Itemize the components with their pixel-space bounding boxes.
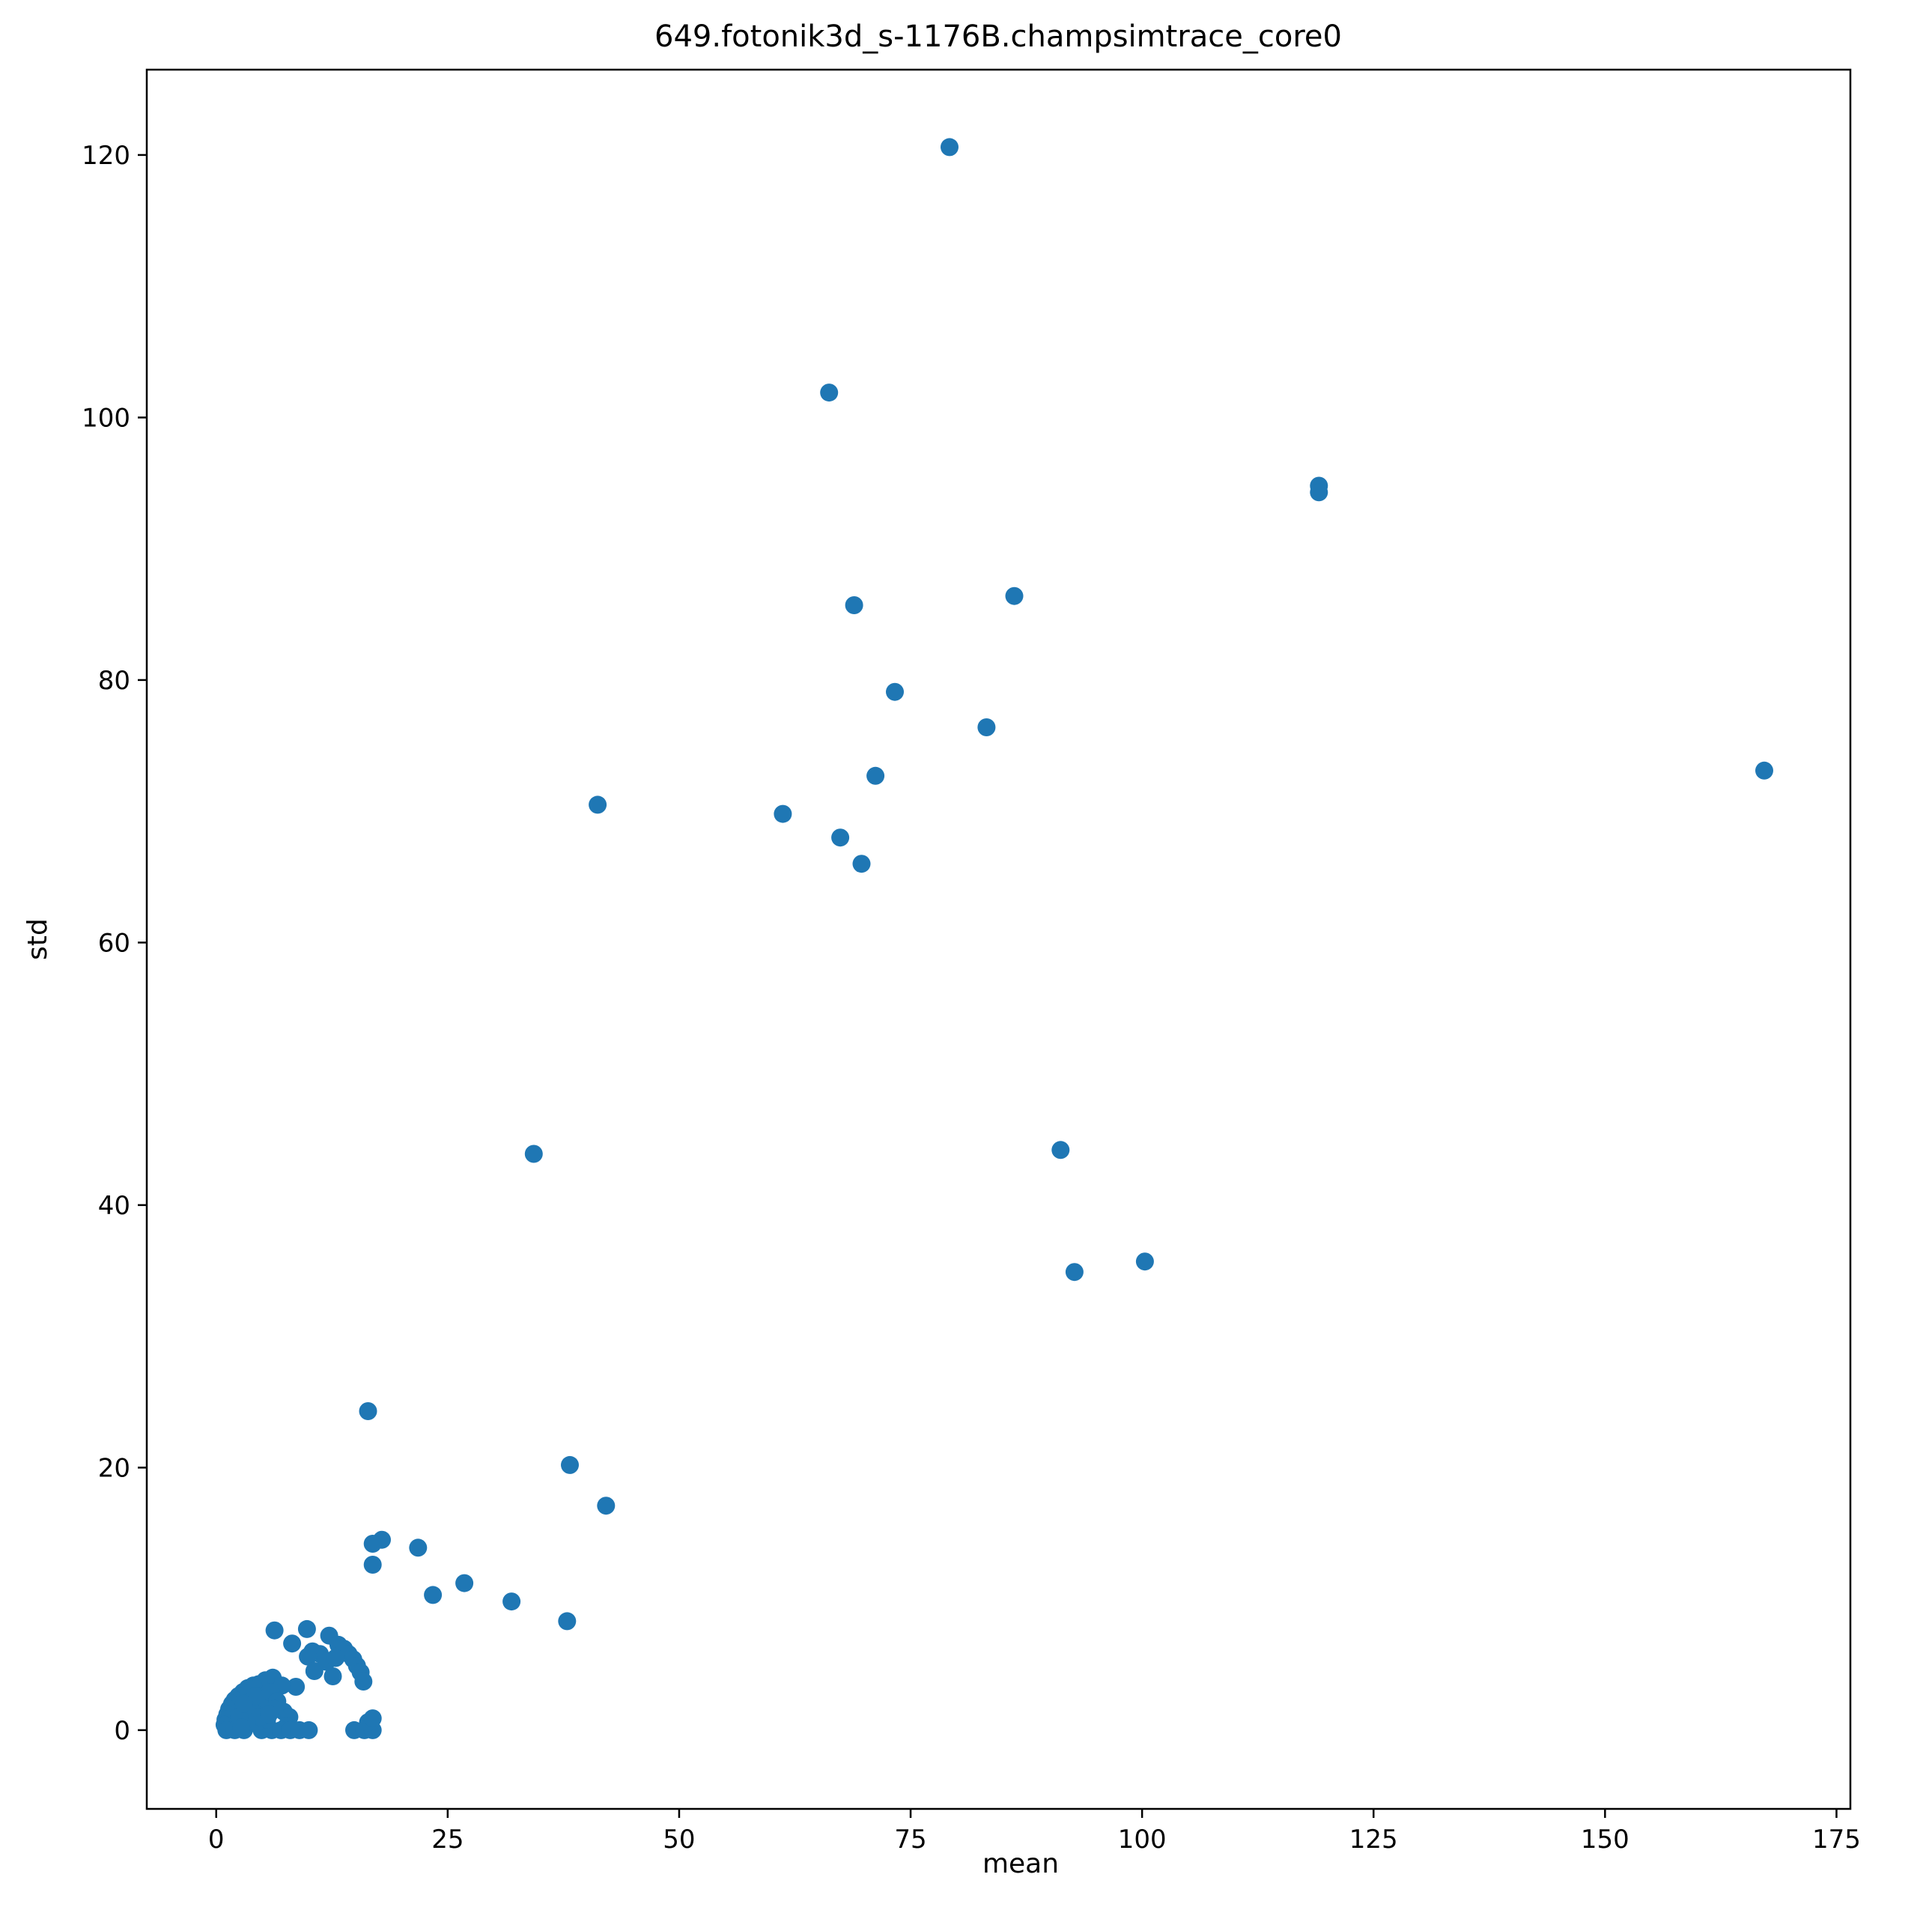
data-point <box>363 1535 382 1553</box>
plot-area-frame <box>145 68 1852 1810</box>
y-tick-label: 100 <box>82 403 130 433</box>
x-tick-label: 50 <box>663 1825 695 1855</box>
data-point <box>1051 1141 1070 1159</box>
data-point <box>323 1667 342 1685</box>
y-tick-label: 40 <box>98 1191 130 1221</box>
x-tick-label: 100 <box>1118 1825 1167 1855</box>
data-point <box>232 1718 251 1737</box>
data-point <box>363 1556 382 1574</box>
data-point <box>1135 1252 1154 1271</box>
data-point <box>1310 483 1328 502</box>
data-point <box>1065 1263 1084 1282</box>
data-point <box>300 1721 318 1739</box>
points-layer <box>215 138 1773 1739</box>
data-point <box>502 1592 521 1611</box>
data-point <box>820 383 839 402</box>
data-point <box>297 1619 316 1638</box>
x-tick-label: 0 <box>208 1825 225 1855</box>
x-tick-label: 75 <box>894 1825 926 1855</box>
data-point <box>455 1574 474 1592</box>
data-point <box>354 1673 373 1691</box>
y-axis-label: std <box>22 918 53 960</box>
data-point <box>260 1705 279 1724</box>
x-tick-label: 25 <box>431 1825 464 1855</box>
x-axis-label: mean <box>982 1849 1059 1879</box>
data-point <box>558 1612 577 1631</box>
data-point <box>852 855 871 873</box>
y-tick-label: 60 <box>98 928 130 958</box>
x-tick-label: 150 <box>1581 1825 1629 1855</box>
data-point <box>561 1455 579 1474</box>
data-point <box>283 1634 302 1653</box>
y-tick-label: 20 <box>98 1453 130 1483</box>
data-point <box>359 1402 377 1420</box>
chart-title: 649.fotonik3d_s-1176B.champsimtrace_core… <box>654 19 1342 54</box>
y-tick-label: 80 <box>98 666 130 696</box>
data-point <box>1005 586 1024 605</box>
x-axis-ticks: 0 25 50 75 100 125 150 175 <box>208 1809 1861 1855</box>
data-point <box>977 718 996 736</box>
data-point <box>866 766 885 785</box>
y-tick-label: 120 <box>82 141 130 171</box>
data-point <box>424 1586 443 1604</box>
x-tick-label: 175 <box>1812 1825 1861 1855</box>
data-point <box>886 682 904 701</box>
data-point <box>409 1538 428 1557</box>
y-axis-ticks: 0 20 40 60 80 100 120 <box>82 141 147 1746</box>
data-point <box>234 1694 253 1713</box>
data-point <box>774 804 792 823</box>
data-point <box>287 1678 306 1696</box>
data-point <box>265 1621 284 1640</box>
data-point <box>597 1497 616 1515</box>
x-tick-label: 125 <box>1349 1825 1398 1855</box>
data-point <box>299 1647 318 1666</box>
data-point <box>941 138 959 157</box>
data-point <box>845 596 863 614</box>
data-point <box>831 828 850 847</box>
data-point <box>1755 761 1773 780</box>
data-point <box>524 1145 543 1163</box>
data-point <box>363 1709 382 1728</box>
data-point <box>326 1649 345 1667</box>
y-tick-label: 0 <box>114 1716 130 1746</box>
data-point <box>589 795 607 814</box>
